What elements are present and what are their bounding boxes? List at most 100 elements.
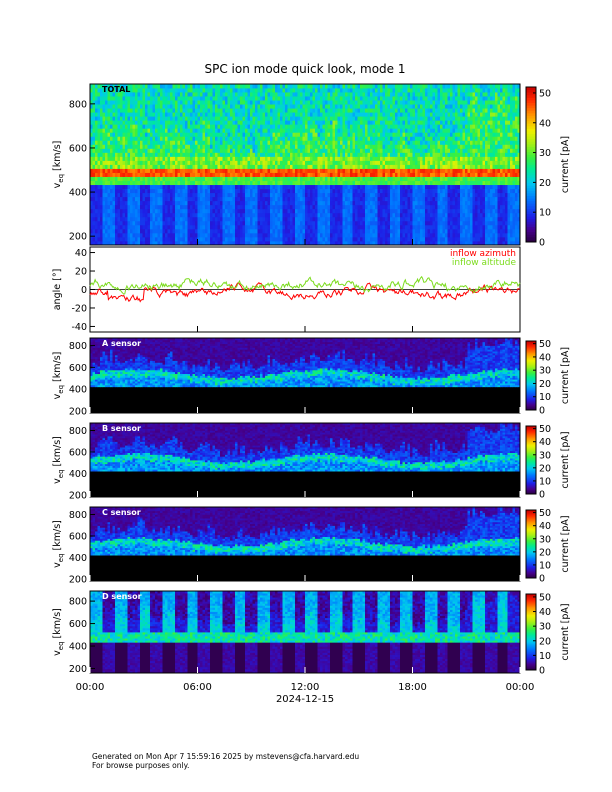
heatmap-cell — [237, 240, 241, 246]
heatmap-cell — [337, 224, 341, 230]
heatmap-cell — [167, 168, 171, 173]
heatmap-cell — [360, 112, 363, 117]
heatmap-cell — [305, 108, 308, 113]
heatmap-cell — [97, 140, 101, 145]
heatmap-cell — [380, 228, 383, 234]
heatmap-cell — [362, 116, 366, 121]
heatmap-cell — [310, 128, 313, 133]
heatmap-cell — [372, 108, 376, 113]
heatmap-cell — [302, 120, 306, 125]
heatmap-cell — [275, 84, 278, 89]
heatmap-cell — [175, 104, 178, 109]
heatmap-cell — [380, 136, 383, 141]
heatmap-cell — [350, 104, 353, 109]
heatmap-cell — [147, 128, 151, 133]
heatmap-cell — [97, 92, 101, 97]
heatmap-cell — [205, 164, 208, 169]
heatmap-cell — [355, 236, 358, 242]
heatmap-cell — [317, 196, 321, 202]
heatmap-cell — [205, 172, 208, 177]
heatmap-cell — [287, 124, 291, 129]
heatmap-cell — [157, 136, 161, 141]
heatmap-cell — [162, 88, 166, 93]
heatmap-cell — [335, 176, 338, 181]
heatmap-cell — [275, 176, 278, 181]
heatmap-cell — [267, 116, 271, 121]
heatmap-cell — [370, 168, 373, 173]
heatmap-cell — [197, 148, 201, 153]
heatmap-cell — [277, 96, 281, 101]
heatmap-cell — [305, 204, 308, 210]
heatmap-cell — [107, 240, 111, 246]
heatmap-cell — [265, 92, 268, 97]
heatmap-cell — [232, 92, 236, 97]
heatmap-cell — [282, 228, 286, 234]
heatmap-cell — [162, 224, 166, 230]
heatmap-cell — [102, 240, 106, 246]
heatmap-cell — [400, 204, 403, 210]
heatmap-cell — [322, 120, 326, 125]
heatmap-cell — [232, 232, 236, 238]
heatmap-cell — [317, 188, 321, 194]
heatmap-cell — [300, 120, 303, 125]
heatmap-cell — [180, 112, 183, 117]
heatmap-cell — [222, 216, 226, 222]
heatmap-cell — [337, 240, 341, 246]
heatmap-cell — [127, 128, 131, 133]
heatmap-cell — [157, 200, 161, 206]
heatmap-cell — [265, 144, 268, 149]
heatmap-cell — [117, 148, 121, 153]
heatmap-cell — [125, 128, 128, 133]
heatmap-cell — [305, 152, 308, 157]
heatmap-cell — [130, 144, 133, 149]
heatmap-cell — [395, 164, 398, 169]
heatmap-cell — [397, 196, 401, 202]
heatmap-cell — [272, 224, 276, 230]
heatmap-cell — [337, 108, 341, 113]
heatmap-cell — [335, 224, 338, 230]
heatmap-cell — [92, 192, 96, 198]
heatmap-cell — [277, 152, 281, 157]
heatmap-cell — [125, 164, 128, 169]
heatmap-cell — [185, 124, 188, 129]
heatmap-cell — [342, 236, 346, 242]
heatmap-cell — [292, 92, 296, 97]
heatmap-cell — [287, 216, 291, 222]
heatmap-cell — [150, 184, 153, 190]
heatmap-cell — [287, 136, 291, 141]
heatmap-cell — [160, 128, 163, 133]
heatmap-cell — [397, 204, 401, 210]
heatmap-cell — [137, 188, 141, 194]
heatmap-cell — [327, 212, 331, 218]
heatmap-cell — [122, 240, 126, 246]
heatmap-cell — [297, 156, 301, 161]
heatmap-cell — [357, 96, 361, 101]
heatmap-cell — [240, 104, 243, 109]
heatmap-cell — [377, 196, 381, 202]
heatmap-cell — [370, 136, 373, 141]
heatmap-cell — [382, 84, 386, 89]
heatmap-cell — [277, 164, 281, 169]
heatmap-cell — [110, 216, 113, 222]
heatmap-cell — [122, 200, 126, 206]
heatmap-cell — [260, 104, 263, 109]
heatmap-cell — [200, 152, 203, 157]
heatmap-cell — [317, 220, 321, 226]
heatmap-cell — [242, 228, 246, 234]
heatmap-cell — [385, 228, 388, 234]
heatmap-cell — [342, 224, 346, 230]
heatmap-cell — [132, 236, 136, 242]
heatmap-cell — [267, 180, 271, 186]
heatmap-cell — [280, 132, 283, 137]
heatmap-cell — [385, 112, 388, 117]
heatmap-cell — [290, 104, 293, 109]
heatmap-cell — [205, 196, 208, 202]
heatmap-cell — [387, 224, 391, 230]
heatmap-cell — [177, 232, 181, 238]
heatmap-cell — [310, 112, 313, 117]
heatmap-cell — [240, 204, 243, 210]
heatmap-cell — [397, 232, 401, 238]
heatmap-cell — [135, 196, 138, 202]
heatmap-cell — [130, 232, 133, 238]
heatmap-cell — [247, 184, 251, 190]
